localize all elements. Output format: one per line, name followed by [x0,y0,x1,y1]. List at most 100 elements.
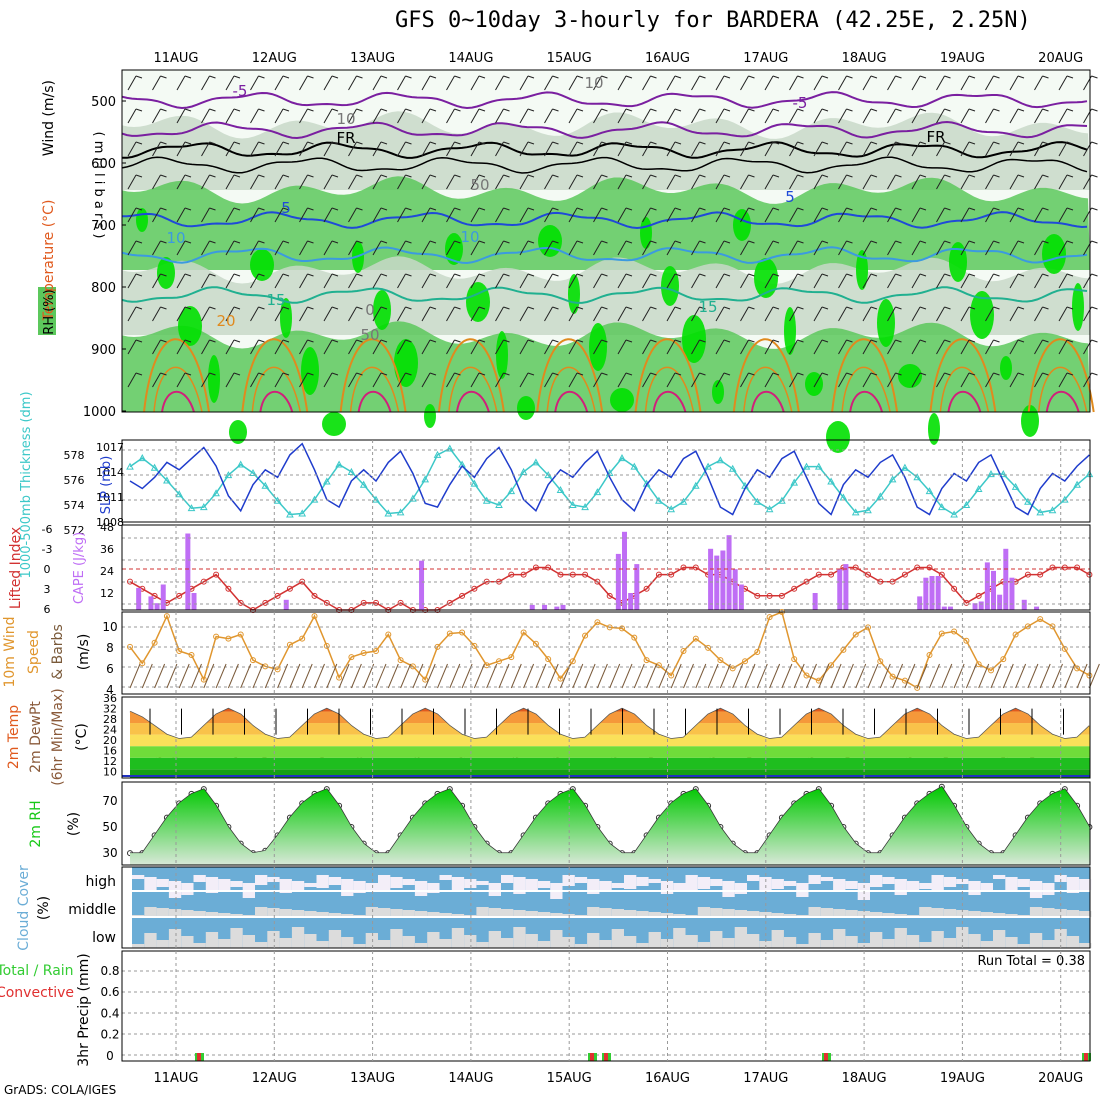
cape-bar [812,593,818,610]
wind-barb [764,273,774,289]
wind-speed-point [151,639,158,646]
wind-barb-flag [1091,339,1098,343]
wind-barb [985,339,994,355]
precip-label-2: Convective [0,985,74,1001]
wind-barb [127,108,137,124]
wind-barb-flag [919,372,927,376]
wind-barb [1034,108,1043,124]
wind-barb-flag [968,174,976,178]
pressure-axis-label: ( m i l l i b a r s ) [91,132,106,239]
middle-cloud-gap [808,907,821,917]
rh-patch [424,404,436,428]
wind-barb [715,141,725,157]
cape-bar [923,577,929,610]
wind-speed-point [963,637,970,644]
middle-cloud-gap [624,910,637,917]
wind-barb-flag [576,273,584,277]
low-cloud-gap [193,943,206,948]
high-cloud-gap [513,877,526,894]
cape-bar [560,604,566,610]
wind-barb [929,663,940,689]
wind-barb [838,207,847,223]
low-cloud-gap [550,930,563,948]
lifted-index-point [791,585,798,592]
lifted-index-point [360,599,367,606]
wind-barb-flag [331,75,339,79]
rh-patch [178,306,202,346]
wind-speed-point [299,635,306,642]
wind-barb [127,75,137,91]
temp-tick-label: 20 [103,734,117,747]
cape-bar [529,604,535,610]
wind-barb-flag [601,240,608,244]
wind-barb-flag [307,75,314,79]
wind-barb-flag [331,306,339,310]
temp-25c-contour [644,366,695,413]
wind-barb-flag [209,273,216,277]
wind-barb-flag [184,273,192,277]
wind-barb-flag [968,141,976,145]
wind-barb [904,663,916,689]
thickness-line [129,447,1090,516]
temp-30c-contour [259,391,294,413]
rh-patch [826,421,850,453]
wind-barb [691,240,700,256]
wind-barb-flag [380,372,388,376]
wind-barb [176,174,186,190]
high-cloud-gap [267,877,280,882]
wind-barb-flag [1091,306,1098,310]
wind-barb [535,663,547,689]
wind-barb [127,207,137,223]
wind-barb [1009,306,1019,322]
low-cloud-gap [1005,937,1018,948]
wind-barb [421,75,431,91]
middle-cloud-gap [1005,914,1018,917]
wind-barb-flag [576,339,584,343]
wind-barb-flag [650,240,657,244]
wind-barb [1058,174,1068,190]
wind-barb [813,207,823,223]
wind-barb-flag [454,273,461,277]
wind-barb [838,306,847,322]
wind-barb-flag [748,141,755,145]
wind-barb-flag [552,207,559,211]
middle-cloud-gap [451,914,465,917]
wind-barb-flag [1066,75,1074,79]
wind-barb [421,306,431,322]
wind-speed-point [742,658,748,665]
wind-barb-flag [282,240,290,244]
wind-barb [225,273,235,289]
wind-barb-flag [209,141,216,145]
wind-barb [495,75,504,91]
thickness-point [925,487,934,495]
temp-25c-contour [251,366,302,413]
wind-barb-flag [478,273,486,277]
wind-barb [740,75,749,91]
rh-patch [250,249,274,281]
temp-band [130,708,1090,712]
wind-barb [544,372,553,388]
wind-barb [387,663,399,689]
wind-barb [985,108,994,124]
wind-barb [323,306,333,322]
wind-barb [348,372,357,388]
rh-patch [1000,356,1012,380]
lifted-index-point [803,578,810,585]
wind-barb-flag [601,108,608,112]
wind-barb [862,372,872,388]
wind-barb [965,663,977,689]
wind-barb [764,240,774,256]
wind-barb [372,75,382,91]
thickness-point [1036,508,1045,516]
wind-barb [1034,207,1043,223]
wind-barb-flag [454,240,461,244]
high-cloud-gap [710,879,723,886]
wind-barb-flag [527,240,535,244]
wind-barb-flag [405,207,412,211]
wind-barb-flag [184,240,192,244]
thickness-point [359,480,368,488]
wind-barb [633,663,645,689]
wind-barb-flag [478,306,486,310]
wind-barb-flag [699,108,706,112]
thickness-point [864,506,872,514]
